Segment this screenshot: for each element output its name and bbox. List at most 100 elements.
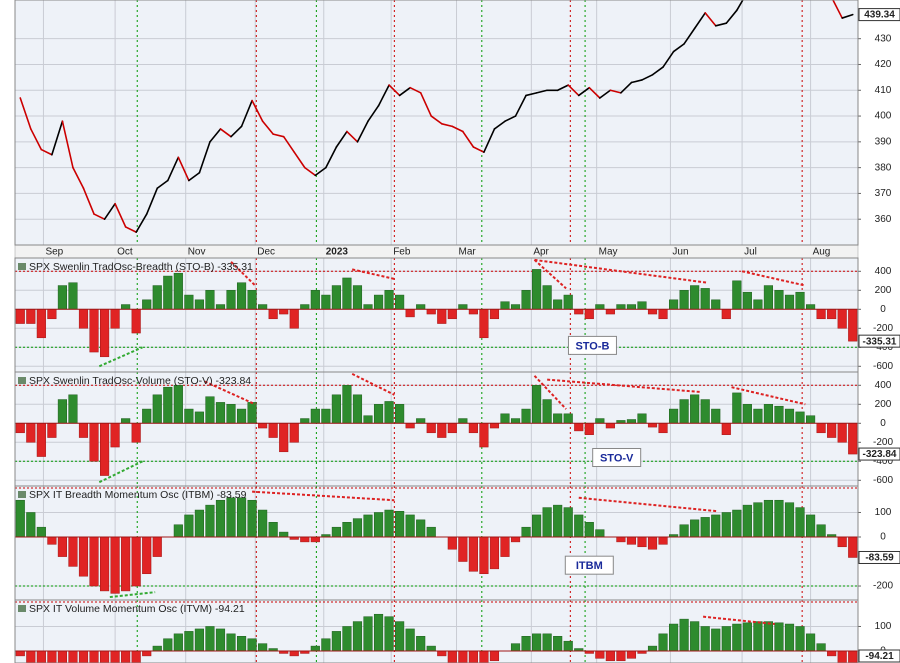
price-segment (367, 104, 380, 123)
bar (152, 285, 162, 310)
divergence-line (731, 386, 806, 406)
last-value-label: 439.34 (864, 10, 895, 21)
bar (110, 536, 120, 594)
bar (500, 413, 510, 424)
bar (36, 309, 46, 339)
price-segment (356, 120, 369, 143)
bar (36, 650, 46, 663)
price-segment (230, 125, 243, 138)
bar (479, 423, 489, 448)
y-tick-label: 360 (875, 214, 892, 225)
bar (721, 512, 731, 538)
bar (152, 645, 162, 652)
bar (68, 536, 78, 567)
divergence-line (578, 496, 718, 513)
bar (816, 309, 826, 320)
panel-border (14, 0, 859, 246)
bar (57, 650, 67, 663)
price-segment (672, 43, 685, 53)
bar (110, 650, 120, 663)
price-segment (124, 226, 137, 233)
divergence-line (741, 270, 806, 287)
panel-border (14, 599, 859, 663)
bar (416, 519, 426, 538)
price-segment (556, 84, 570, 92)
price-segment (198, 141, 211, 174)
price-segment (398, 86, 411, 97)
panel (15, 600, 858, 663)
bar (279, 531, 289, 538)
bar (268, 522, 278, 538)
price-segment (251, 99, 264, 123)
bar (57, 285, 67, 310)
bar (258, 423, 268, 429)
bar (521, 290, 531, 310)
bar (226, 290, 236, 310)
bar (848, 423, 858, 455)
price-segment (514, 94, 527, 117)
divergence-line (702, 615, 775, 626)
price-segment (630, 79, 643, 84)
bar (806, 633, 816, 652)
x-tick-label: Nov (188, 247, 206, 258)
y-tick-label: -600 (873, 475, 893, 486)
bar (47, 309, 57, 320)
y-tick-label: -200 (873, 437, 893, 448)
bar (595, 529, 605, 538)
bar (679, 618, 689, 652)
price-segment (567, 84, 580, 97)
bar (690, 519, 700, 538)
bar (690, 394, 700, 424)
bar (848, 536, 858, 558)
bar (215, 499, 226, 538)
bar (57, 399, 67, 424)
price-segment (282, 135, 296, 153)
bar (563, 413, 573, 424)
y-tick-label: -400 (873, 456, 893, 467)
price-segment (472, 146, 485, 153)
label-text: STO-B (575, 340, 609, 352)
price-segment (483, 128, 496, 153)
bar (215, 402, 226, 424)
bar (458, 304, 468, 310)
bar (542, 399, 552, 424)
bar (616, 650, 626, 662)
bar (184, 294, 194, 310)
bar (711, 299, 721, 310)
label-text: ITBM (576, 560, 603, 572)
x-axis-strip (14, 244, 859, 259)
last-value-box (858, 447, 900, 461)
bar (763, 621, 774, 652)
price-segment (261, 120, 274, 135)
bar (605, 423, 615, 429)
bar (753, 408, 763, 424)
last-value-label: -83.59 (865, 553, 894, 564)
bar (384, 616, 394, 652)
panel-title: SPX Swenlin TradOsc-Breadth (STO-B) -335… (29, 261, 253, 273)
x-tick-label: Jun (672, 247, 688, 258)
bar (447, 650, 457, 663)
bar (468, 650, 478, 663)
price-segment (577, 86, 591, 97)
panel (15, 0, 858, 245)
bar (510, 418, 521, 424)
bar (563, 294, 573, 310)
bar (258, 509, 268, 538)
bar (321, 294, 331, 310)
bar (236, 282, 247, 310)
bar (15, 423, 25, 434)
y-tick-label: -200 (873, 581, 893, 592)
bar (806, 415, 816, 424)
price-segment (588, 86, 601, 99)
bar (458, 650, 468, 663)
bar (437, 309, 447, 324)
bar (68, 282, 78, 310)
x-tick-label: Jul (744, 247, 757, 258)
bar (647, 645, 658, 652)
last-value-box (858, 550, 900, 564)
bar (416, 636, 426, 652)
bar (416, 304, 426, 310)
bar (89, 423, 99, 462)
bar (78, 423, 89, 438)
bar (468, 309, 478, 315)
